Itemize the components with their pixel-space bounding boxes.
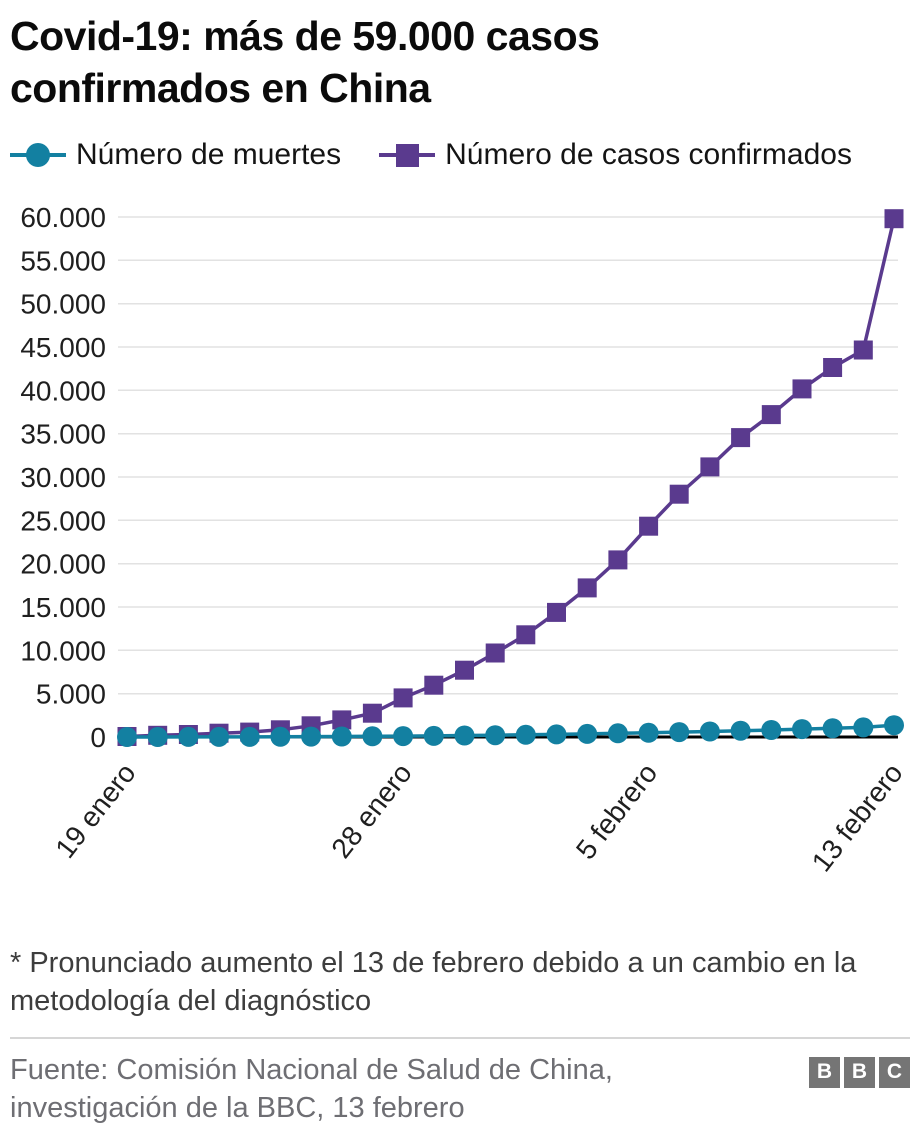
data-point-circle — [239, 727, 260, 748]
data-point-circle — [546, 724, 567, 745]
data-point-circle — [853, 717, 874, 738]
bbc-logo-letter-b2: B — [844, 1056, 875, 1088]
svg-text:25.000: 25.000 — [20, 505, 106, 536]
data-point-circle — [270, 726, 291, 747]
data-point-circle — [761, 720, 782, 741]
bbc-logo-letter-b1: B — [809, 1056, 840, 1088]
data-point-square — [547, 603, 566, 623]
svg-text:35.000: 35.000 — [20, 419, 106, 450]
data-point-square — [823, 358, 843, 378]
legend-marker-confirmed-square — [396, 144, 420, 168]
data-point-circle — [485, 725, 506, 746]
data-point-square — [362, 703, 382, 723]
chart-title: Covid-19: más de 59.000 casos confirmado… — [10, 13, 600, 112]
data-point-square — [884, 209, 904, 229]
legend-marker-deaths-dot — [26, 143, 50, 168]
y-axis-labels: 0 5.000 10.000 15.000 20.000 25.000 30.000 35.0… — [20, 202, 106, 753]
data-point-circle — [669, 722, 690, 743]
footnote: * Pronunciado aumento el 13 de febrero d… — [10, 947, 857, 1018]
confirmed-series-marker-icon — [379, 139, 436, 171]
data-point-circle — [393, 726, 414, 747]
data-point-circle — [301, 726, 322, 747]
data-point-circle — [515, 724, 536, 745]
svg-text:45.000: 45.000 — [20, 332, 106, 363]
data-point-square — [332, 710, 352, 730]
data-point-circle — [209, 727, 229, 748]
line-chart: 0 5.000 10.000 15.000 20.000 25.000 30.000 35.0… — [20, 202, 908, 878]
data-point-circle — [638, 722, 659, 743]
bbc-logo-letter-c: C — [879, 1056, 910, 1088]
svg-text:10.000: 10.000 — [20, 635, 106, 666]
chart-legend: Número de muertes Número de casos confir… — [10, 138, 910, 172]
data-point-square — [669, 484, 689, 504]
data-point-circle — [117, 727, 137, 748]
data-point-square — [455, 660, 474, 680]
legend-item-confirmed: Número de casos confirmados — [379, 138, 852, 172]
svg-text:15.000: 15.000 — [20, 592, 106, 623]
legend-item-deaths: Número de muertes — [10, 138, 341, 172]
svg-text:55.000: 55.000 — [20, 245, 106, 276]
gridlines — [118, 216, 898, 695]
bbc-logo: B B C — [809, 1056, 910, 1088]
data-point-circle — [147, 727, 168, 748]
data-point-square — [485, 643, 505, 663]
data-point-square — [700, 457, 720, 477]
svg-text:5.000: 5.000 — [36, 679, 106, 710]
data-point-circle — [454, 725, 475, 746]
data-point-circle — [362, 726, 383, 747]
data-point-circle — [331, 726, 352, 747]
data-point-circle — [884, 715, 904, 736]
svg-text:40.000: 40.000 — [20, 375, 106, 406]
svg-text:28 enero: 28 enero — [325, 758, 417, 864]
data-point-circle — [423, 726, 444, 747]
data-point-square — [424, 675, 444, 695]
data-point-square — [639, 516, 659, 536]
data-point-circle — [607, 723, 628, 744]
data-point-square — [853, 340, 873, 360]
x-axis-labels: 19 enero 28 enero 5 febrero 13 febrero — [49, 758, 908, 878]
svg-text:5 febrero: 5 febrero — [570, 758, 663, 865]
svg-text:30.000: 30.000 — [20, 462, 106, 493]
svg-text:0: 0 — [90, 722, 106, 753]
legend-label-deaths: Número de muertes — [76, 138, 342, 172]
data-point-square — [792, 379, 812, 399]
svg-text:20.000: 20.000 — [20, 549, 106, 580]
source-attribution: Fuente: Comisión Nacional de Salud de Ch… — [10, 1053, 613, 1124]
data-point-square — [577, 578, 597, 598]
svg-text:60.000: 60.000 — [20, 202, 106, 233]
data-point-square — [761, 405, 781, 425]
data-point-square — [393, 688, 413, 708]
divider — [10, 1036, 910, 1039]
deaths-series-marker-icon — [10, 139, 66, 171]
svg-text:50.000: 50.000 — [20, 289, 106, 320]
svg-text:13 febrero: 13 febrero — [806, 758, 909, 878]
data-point-circle — [822, 718, 843, 739]
data-point-square — [516, 625, 536, 645]
deaths-series — [117, 715, 904, 748]
data-point-square — [608, 550, 628, 570]
data-point-square — [731, 428, 751, 448]
legend-label-confirmed: Número de casos confirmados — [445, 138, 852, 172]
footer: Fuente: Comisión Nacional de Salud de Ch… — [10, 1051, 910, 1126]
data-point-circle — [178, 727, 199, 748]
data-point-circle — [577, 724, 598, 745]
data-point-circle — [699, 721, 720, 742]
data-point-circle — [730, 720, 751, 741]
data-point-circle — [792, 719, 812, 740]
svg-text:19 enero: 19 enero — [49, 758, 141, 864]
